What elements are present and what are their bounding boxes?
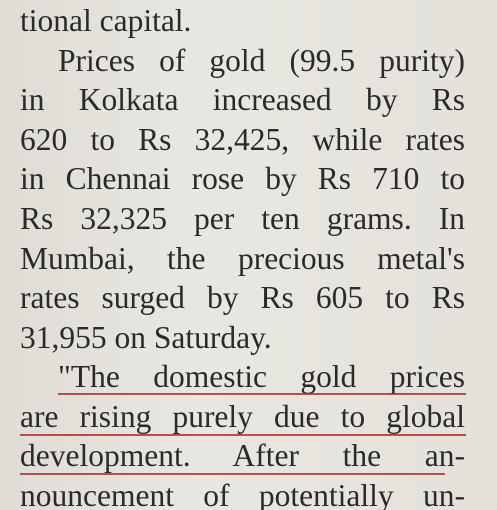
- text-line: nouncement of potentially un-: [20, 478, 465, 510]
- text-line: tional capital.: [20, 3, 192, 38]
- text-line: rates surged by Rs 605 to Rs: [20, 280, 465, 315]
- text-line: Mumbai, the precious metal's: [20, 241, 465, 276]
- text-line: "The domestic gold prices: [58, 359, 465, 394]
- text-line: Prices of gold (99.5 purity): [58, 43, 465, 78]
- red-underline: [58, 393, 466, 395]
- text-line: 31,955 on Saturday.: [20, 320, 272, 355]
- text-line: development. After the an-: [20, 438, 465, 473]
- red-underline: [20, 473, 445, 475]
- text-line: in Kolkata increased by Rs: [20, 82, 465, 117]
- text-line: in Chennai rose by Rs 710 to: [20, 161, 465, 196]
- text-line: Rs 32,325 per ten grams. In: [20, 201, 465, 236]
- text-line: 620 to Rs 32,425, while rates: [20, 122, 465, 157]
- red-underline: [20, 434, 466, 436]
- text-line: are rising purely due to global: [20, 399, 465, 434]
